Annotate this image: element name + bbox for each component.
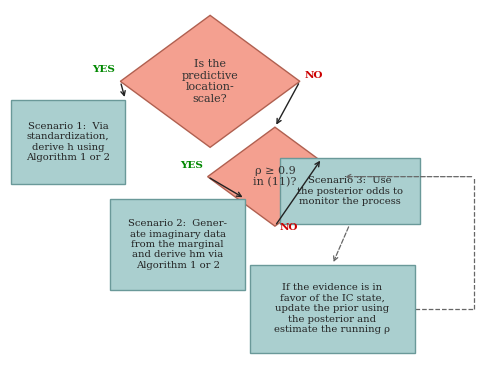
FancyBboxPatch shape [110,199,245,290]
Polygon shape [120,15,300,147]
FancyBboxPatch shape [250,265,414,353]
FancyBboxPatch shape [280,158,419,224]
Text: NO: NO [280,223,298,232]
Text: If the evidence is in
favor of the IC state,
update the prior using
the posterio: If the evidence is in favor of the IC st… [274,283,390,334]
Text: Scenario 1:  Via
standardization,
derive h using
Algorithm 1 or 2: Scenario 1: Via standardization, derive … [26,122,110,162]
Text: Scenario 2:  Gener-
ate imaginary data
from the marginal
and derive hm via
Algor: Scenario 2: Gener- ate imaginary data fr… [128,219,227,270]
FancyBboxPatch shape [10,100,126,184]
Text: Is the
predictive
location-
scale?: Is the predictive location- scale? [182,59,238,104]
Text: YES: YES [92,65,116,74]
Text: NO: NO [305,71,324,80]
Polygon shape [208,127,342,226]
Text: ρ ≥ 0.9
in (11)?: ρ ≥ 0.9 in (11)? [253,166,296,188]
Text: Scenario 3:  Use
the posterior odds to
monitor the process: Scenario 3: Use the posterior odds to mo… [296,176,403,206]
Text: YES: YES [180,160,203,170]
